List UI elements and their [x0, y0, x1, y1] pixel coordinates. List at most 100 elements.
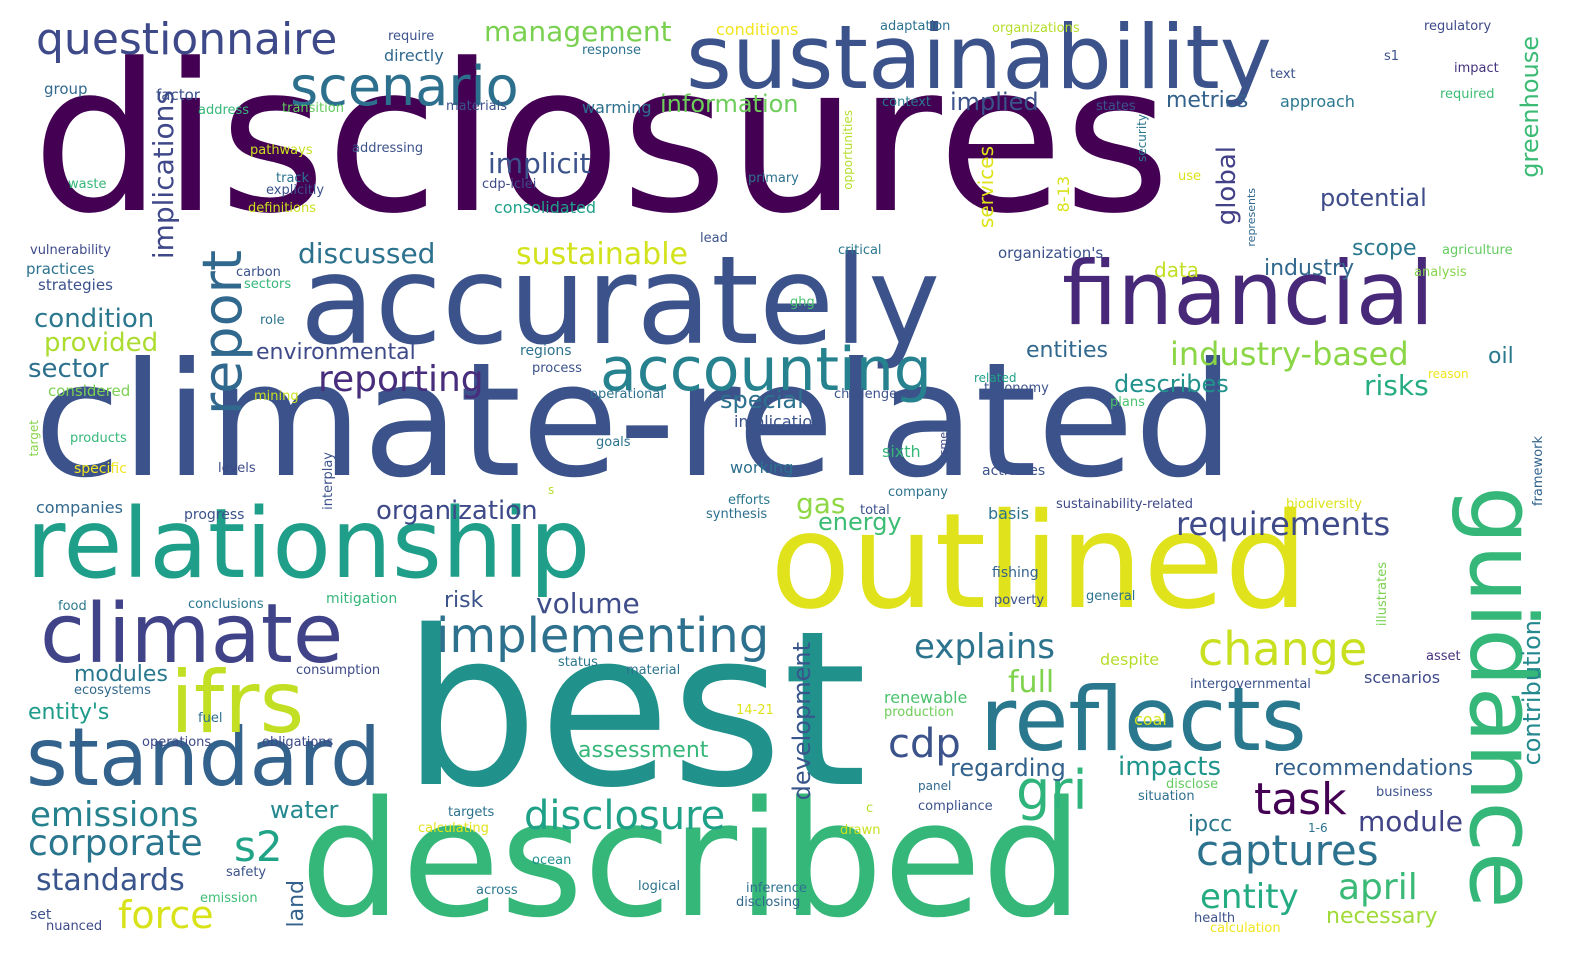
- word-general: general: [1086, 589, 1136, 604]
- word-sector: sector: [28, 354, 109, 384]
- word-sustainability: sustainability: [686, 6, 1272, 109]
- word-target: target: [27, 420, 41, 457]
- word-company: company: [888, 485, 948, 500]
- word-use: use: [1178, 169, 1202, 184]
- word-land: land: [284, 880, 309, 928]
- word-materials: materials: [446, 99, 508, 114]
- word-implied: implied: [950, 88, 1039, 116]
- word-products: products: [70, 431, 127, 446]
- word-nuanced: nuanced: [46, 919, 103, 934]
- word-interplay: interplay: [321, 452, 336, 510]
- word-disclosures: disclosures: [32, 21, 1171, 259]
- word-scenario: scenario: [290, 55, 519, 118]
- word-approach: approach: [1280, 92, 1355, 111]
- word-reporting: reporting: [318, 359, 484, 400]
- word-gas: gas: [796, 487, 846, 520]
- word-practices: practices: [26, 260, 95, 278]
- word-change: change: [1198, 622, 1368, 676]
- word-considered: considered: [48, 382, 131, 400]
- word-regarding: regarding: [950, 754, 1066, 782]
- word-development: development: [788, 642, 816, 801]
- word-oil: oil: [1488, 344, 1514, 369]
- word-ocean: ocean: [532, 853, 572, 868]
- word-compliance: compliance: [918, 799, 993, 814]
- word-panel: panel: [918, 779, 952, 793]
- word-primary: primary: [748, 171, 799, 186]
- word-addressing: addressing: [352, 141, 424, 156]
- word-entities: entities: [1026, 338, 1108, 363]
- word-full: full: [1008, 665, 1055, 700]
- word-ghg: ghg: [790, 295, 815, 310]
- word-strategies: strategies: [38, 276, 113, 294]
- word-s2: s2: [234, 822, 283, 871]
- word-set: set: [30, 907, 52, 923]
- word-sustainability-related: sustainability-related: [1056, 497, 1193, 512]
- word-climate-related: climate-related: [34, 329, 1235, 513]
- word-described: described: [300, 766, 1084, 953]
- word-goals: goals: [596, 435, 631, 450]
- word-working: working: [730, 458, 794, 477]
- word-represents: represents: [1245, 188, 1258, 247]
- word-require: require: [388, 29, 435, 44]
- word-operations: operations: [142, 735, 212, 750]
- word-reason: reason: [1428, 367, 1469, 381]
- word-impacts: impacts: [1118, 752, 1222, 782]
- word-agriculture: agriculture: [1442, 243, 1513, 258]
- word-industry-based: industry-based: [1170, 335, 1409, 373]
- word-asset: asset: [1426, 649, 1461, 664]
- word-inference: inference: [746, 881, 807, 896]
- word-captures: captures: [1196, 826, 1379, 875]
- word-safety: safety: [226, 865, 267, 880]
- word-business: business: [1376, 785, 1433, 800]
- word-management: management: [484, 15, 672, 48]
- word-contribution: contribution: [1518, 620, 1546, 766]
- word-industry: industry: [1264, 256, 1355, 281]
- word-sectors: sectors: [244, 277, 292, 292]
- word-activities: activities: [982, 463, 1046, 479]
- word-special: special: [720, 386, 804, 414]
- word-total: total: [860, 503, 890, 518]
- word-conditions: conditions: [716, 20, 799, 39]
- word-explicitly: explicitly: [266, 183, 325, 198]
- word-response: response: [582, 43, 642, 58]
- word-biodiversity: biodiversity: [1286, 497, 1362, 512]
- word-logical: logical: [638, 879, 681, 894]
- word-scope: scope: [1352, 236, 1417, 261]
- word-sustainable: sustainable: [516, 237, 688, 272]
- word-definitions: definitions: [248, 201, 316, 216]
- word-targets: targets: [448, 805, 495, 820]
- word-address: address: [198, 103, 250, 118]
- word-implementing: implementing: [436, 608, 770, 664]
- word-global: global: [1212, 146, 1242, 226]
- word-cdp-iclei: cdp-iclei: [482, 177, 537, 192]
- word-across: across: [476, 883, 518, 898]
- word-specific: specific: [74, 461, 127, 477]
- word-taxonomy: taxonomy: [984, 381, 1049, 396]
- word-consolidated: consolidated: [494, 198, 596, 217]
- word-lead: lead: [700, 231, 728, 246]
- word-plans: plans: [1110, 395, 1145, 410]
- word-group: group: [44, 80, 88, 98]
- word-obligations: obligations: [262, 735, 334, 750]
- word-financial: financial: [1062, 242, 1435, 345]
- word-entity-s: entity's: [28, 700, 110, 725]
- word-sme: sme: [937, 432, 950, 456]
- word-factor: factor: [156, 86, 200, 104]
- word-recommendations: recommendations: [1274, 756, 1474, 781]
- word-reflects: reflects: [980, 668, 1307, 771]
- word-fishing: fishing: [992, 565, 1039, 581]
- word-describes: describes: [1114, 370, 1229, 398]
- word-framework: framework: [1531, 436, 1546, 507]
- word-status: status: [558, 655, 598, 670]
- word-progress: progress: [184, 507, 245, 523]
- word-material: material: [626, 663, 681, 678]
- word-regulatory: regulatory: [1424, 19, 1492, 34]
- word-food: food: [58, 599, 87, 614]
- word-ecosystems: ecosystems: [74, 683, 151, 698]
- word-modules: modules: [74, 662, 168, 687]
- word-drawn: drawn: [840, 823, 881, 838]
- word-adaptation: adaptation: [880, 19, 951, 34]
- word-volume: volume: [536, 587, 640, 620]
- word-efforts: efforts: [728, 493, 771, 508]
- word-standard: standard: [26, 711, 381, 804]
